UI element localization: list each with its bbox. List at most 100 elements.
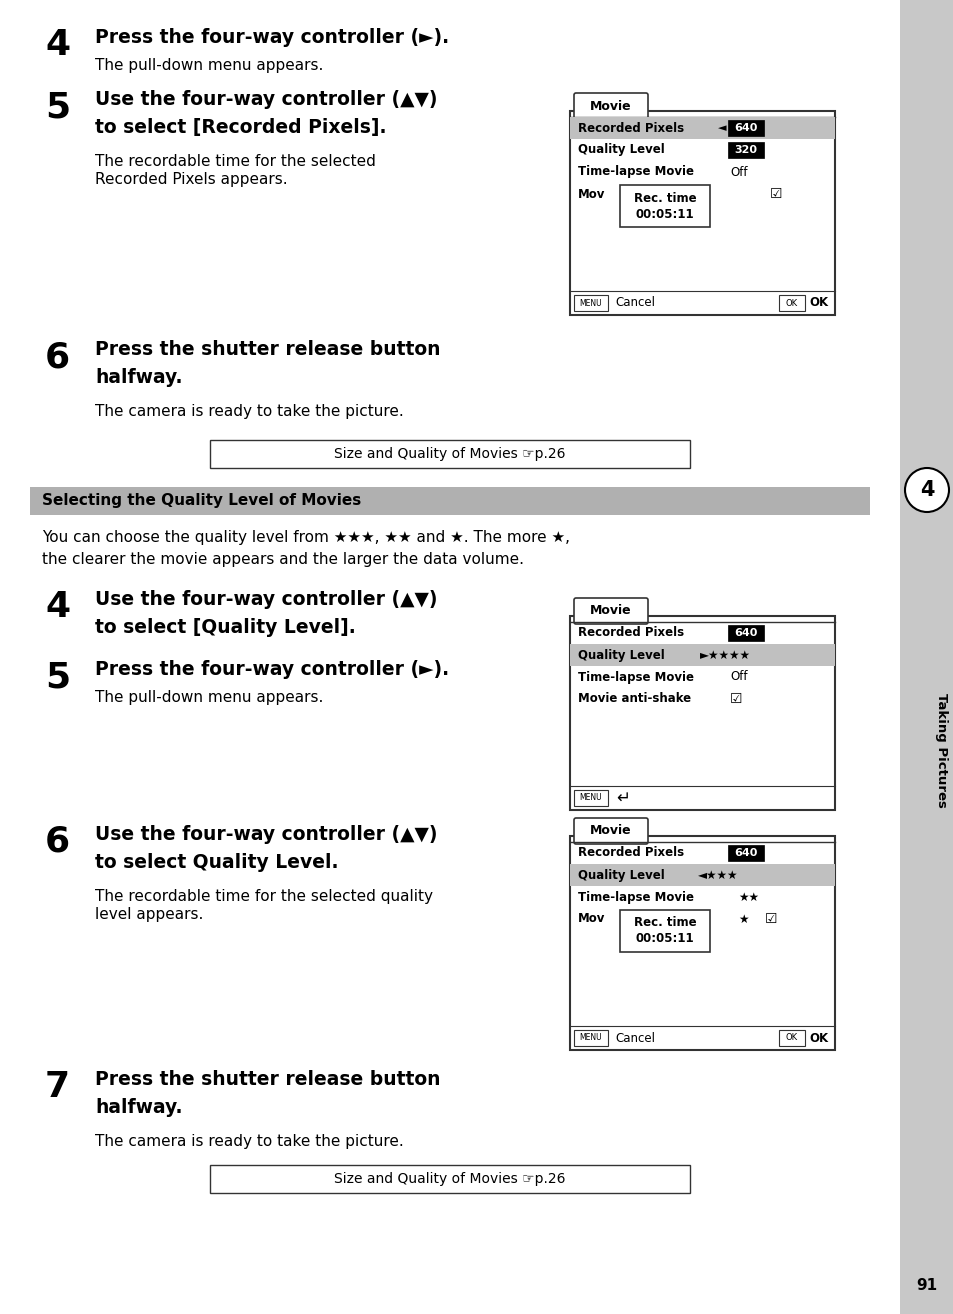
Text: Movie anti-shake: Movie anti-shake — [578, 692, 690, 706]
Text: Time-lapse Movie: Time-lapse Movie — [578, 166, 693, 179]
Text: halfway.: halfway. — [95, 368, 182, 388]
Bar — [727, 845, 763, 861]
Text: 00:05:11: 00:05:11 — [635, 933, 694, 946]
Text: 640: 640 — [734, 628, 757, 639]
Text: halfway.: halfway. — [95, 1099, 182, 1117]
Text: to select Quality Level.: to select Quality Level. — [95, 853, 338, 872]
Text: The camera is ready to take the picture.: The camera is ready to take the picture. — [95, 1134, 403, 1148]
FancyBboxPatch shape — [779, 1030, 804, 1046]
FancyBboxPatch shape — [569, 836, 834, 1050]
Text: The pull-down menu appears.: The pull-down menu appears. — [95, 690, 323, 706]
Text: to select [Recorded Pixels].: to select [Recorded Pixels]. — [95, 118, 386, 137]
Text: Time-lapse Movie: Time-lapse Movie — [578, 891, 693, 904]
Text: Press the four-way controller (►).: Press the four-way controller (►). — [95, 660, 449, 679]
Text: Cancel: Cancel — [615, 297, 655, 310]
Text: ◄: ◄ — [718, 124, 726, 133]
Text: The recordable time for the selected quality: The recordable time for the selected qua… — [95, 890, 433, 904]
Text: level appears.: level appears. — [95, 907, 203, 922]
FancyBboxPatch shape — [574, 790, 607, 805]
Text: Size and Quality of Movies ☞p.26: Size and Quality of Movies ☞p.26 — [334, 1172, 565, 1187]
Text: 640: 640 — [734, 124, 757, 133]
Text: OK: OK — [785, 1034, 798, 1042]
Text: OK: OK — [808, 297, 827, 310]
Text: MENU: MENU — [579, 794, 601, 803]
Text: OK: OK — [785, 298, 798, 307]
Text: Mov: Mov — [578, 912, 605, 925]
Text: 00:05:11: 00:05:11 — [635, 208, 694, 221]
Text: Press the shutter release button: Press the shutter release button — [95, 1070, 440, 1089]
Text: Taking Pictures: Taking Pictures — [935, 692, 947, 807]
Text: Rec. time: Rec. time — [633, 916, 696, 929]
Text: Recorded Pixels: Recorded Pixels — [578, 627, 683, 640]
Text: Quality Level: Quality Level — [578, 869, 664, 882]
FancyBboxPatch shape — [779, 296, 804, 311]
Text: Quality Level: Quality Level — [578, 143, 664, 156]
Bar — [569, 644, 834, 666]
Text: Movie: Movie — [590, 604, 631, 618]
Text: Press the four-way controller (►).: Press the four-way controller (►). — [95, 28, 449, 47]
Bar — [727, 120, 763, 137]
Text: Quality Level: Quality Level — [578, 649, 664, 661]
Bar — [569, 117, 834, 139]
Bar — [727, 142, 763, 158]
Text: Press the shutter release button: Press the shutter release button — [95, 340, 440, 359]
Text: 5: 5 — [45, 89, 71, 124]
FancyBboxPatch shape — [574, 1030, 607, 1046]
Text: 6: 6 — [45, 825, 71, 859]
Text: ↵: ↵ — [616, 788, 629, 807]
FancyBboxPatch shape — [574, 819, 647, 844]
Text: Recorded Pixels appears.: Recorded Pixels appears. — [95, 172, 287, 187]
Text: The recordable time for the selected: The recordable time for the selected — [95, 154, 375, 170]
Text: The pull-down menu appears.: The pull-down menu appears. — [95, 58, 323, 74]
Text: 91: 91 — [916, 1277, 937, 1293]
Text: Off: Off — [729, 670, 747, 683]
Text: 4: 4 — [45, 590, 71, 624]
Text: Time-lapse Movie: Time-lapse Movie — [578, 670, 693, 683]
Text: You can choose the quality level from ★★★, ★★ and ★. The more ★,: You can choose the quality level from ★★… — [42, 530, 569, 545]
Bar — [569, 865, 834, 886]
Text: MENU: MENU — [579, 1034, 601, 1042]
FancyBboxPatch shape — [574, 296, 607, 311]
Text: ◄★★★: ◄★★★ — [698, 869, 738, 882]
Text: MENU: MENU — [579, 298, 601, 307]
Text: ☑: ☑ — [729, 692, 741, 706]
Text: Rec. time: Rec. time — [633, 192, 696, 205]
Text: Use the four-way controller (▲▼): Use the four-way controller (▲▼) — [95, 825, 437, 844]
Bar — [210, 1166, 689, 1193]
Text: 320: 320 — [734, 145, 757, 155]
FancyBboxPatch shape — [569, 616, 834, 809]
Text: Size and Quality of Movies ☞p.26: Size and Quality of Movies ☞p.26 — [334, 447, 565, 461]
Text: ☑: ☑ — [764, 912, 777, 926]
FancyBboxPatch shape — [574, 93, 647, 120]
Text: to select [Quality Level].: to select [Quality Level]. — [95, 618, 355, 637]
Text: Mov: Mov — [578, 188, 605, 201]
Text: 6: 6 — [45, 340, 71, 374]
Text: 4: 4 — [45, 28, 71, 62]
Bar — [30, 487, 869, 515]
FancyBboxPatch shape — [574, 598, 647, 624]
Bar — [619, 185, 709, 227]
Text: Movie: Movie — [590, 100, 631, 113]
Text: OK: OK — [808, 1031, 827, 1045]
Text: ☑: ☑ — [769, 187, 781, 201]
Text: Off: Off — [729, 166, 747, 179]
Text: 4: 4 — [919, 480, 933, 501]
Bar — [619, 911, 709, 953]
FancyBboxPatch shape — [569, 110, 834, 315]
Text: 7: 7 — [45, 1070, 71, 1104]
Text: ★★: ★★ — [738, 891, 759, 904]
Text: 640: 640 — [734, 848, 757, 858]
Bar — [899, 0, 953, 1314]
Text: The camera is ready to take the picture.: The camera is ready to take the picture. — [95, 403, 403, 419]
Text: Movie: Movie — [590, 824, 631, 837]
Bar — [210, 440, 689, 468]
Bar — [727, 625, 763, 641]
Text: 5: 5 — [45, 660, 71, 694]
Text: Recorded Pixels: Recorded Pixels — [578, 846, 683, 859]
Text: ★: ★ — [738, 912, 748, 925]
Text: Recorded Pixels: Recorded Pixels — [578, 121, 683, 134]
Text: ►★★★★: ►★★★★ — [700, 649, 750, 661]
Text: Use the four-way controller (▲▼): Use the four-way controller (▲▼) — [95, 89, 437, 109]
Text: Cancel: Cancel — [615, 1031, 655, 1045]
Circle shape — [904, 468, 948, 512]
